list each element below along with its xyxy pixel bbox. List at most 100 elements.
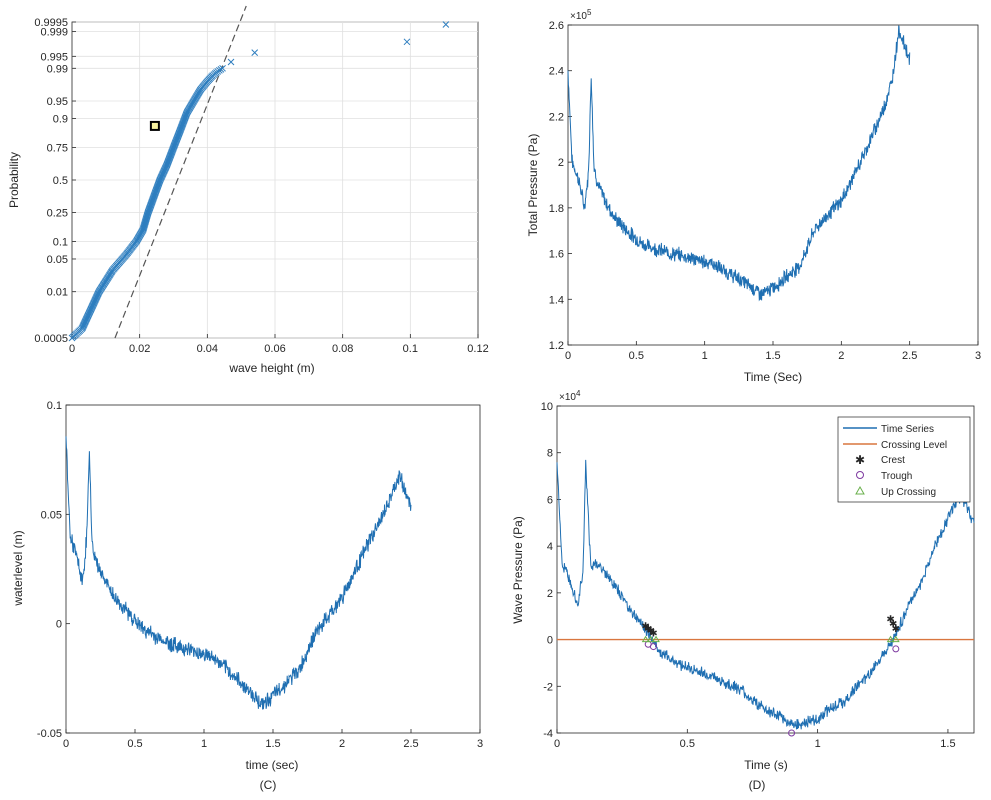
x-tick-label: 3	[975, 350, 981, 362]
legend-trough-marker	[856, 471, 864, 479]
panel-d-time-series-line	[556, 459, 975, 730]
panel-c-y-label: waterlevel (m)	[11, 530, 25, 606]
x-tick-label: 2	[838, 350, 844, 362]
panel-a-x-ticks: 0 0.02 0.04 0.06 0.08 0.1 0.12	[69, 334, 489, 355]
probability-marker	[442, 21, 450, 28]
y-tick-label: 0.99	[47, 63, 68, 75]
panel-b-y-ticks: 1.2 1.4 1.6 1.8 2 2.2 2.4 2.6	[549, 20, 572, 352]
panel-c-caption: (C)	[260, 778, 277, 792]
up-crossing-marker	[646, 635, 655, 643]
y-tick-label: 2.6	[549, 20, 564, 32]
x-tick-label: 3	[477, 738, 483, 750]
x-tick-label: 2	[339, 738, 345, 750]
y-tick-label: -0.05	[37, 728, 62, 740]
crest-marker: ✱	[889, 619, 897, 630]
panel-d-x-label: Time (s)	[744, 758, 788, 772]
y-tick-label: 2	[558, 157, 564, 169]
y-tick-label: 0.995	[40, 51, 68, 63]
trough-marker	[788, 729, 796, 737]
crest-marker: ✱	[647, 626, 655, 637]
x-tick-label: 0.5	[127, 738, 142, 750]
x-tick-label: 0.1	[403, 343, 418, 355]
panel-a-reference-line	[114, 5, 247, 339]
y-tick-label: 0.9995	[34, 17, 68, 29]
panel-a-probability-plot: 0.00050.010.050.10.250.50.750.90.950.990…	[7, 5, 489, 375]
legend-up-crossing-label: Up Crossing	[881, 487, 936, 498]
y-tick-label: 0.01	[47, 287, 68, 299]
panel-d-y-label: Wave Pressure (Pa)	[511, 516, 525, 624]
y-tick-label: 0.95	[47, 96, 68, 108]
panel-b-exponent: ×105	[570, 8, 592, 22]
y-tick-label: 1.8	[549, 203, 564, 215]
y-tick-label: 0.0005	[34, 333, 68, 345]
legend-crest-marker: ✱	[855, 453, 865, 467]
x-tick-label: 0	[63, 738, 69, 750]
x-tick-label: 1	[702, 350, 708, 362]
x-tick-label: 1.5	[265, 738, 280, 750]
x-tick-label: 0.02	[129, 343, 150, 355]
y-tick-label: 0.1	[47, 400, 62, 412]
crest-marker: ✱	[886, 615, 894, 626]
y-tick-label: 0.25	[47, 207, 68, 219]
y-tick-label: 2.2	[549, 111, 564, 123]
panel-a-markers	[68, 21, 450, 342]
legend-up-crossing-marker	[855, 485, 865, 495]
x-tick-label: 2.5	[403, 738, 418, 750]
legend-trough-label: Trough	[881, 471, 912, 482]
crest-marker: ✱	[644, 624, 652, 635]
panel-a-y-ticks: 0.00050.010.050.10.250.50.750.90.950.990…	[34, 17, 76, 345]
panel-d-legend: Time Series Crossing Level ✱ Crest Troug…	[837, 416, 971, 503]
y-tick-label: 0	[547, 635, 553, 647]
panel-b-series-line	[567, 25, 911, 302]
up-crossing-marker	[641, 635, 650, 643]
y-tick-label: 1.2	[549, 340, 564, 352]
panel-d-wave-pressure: -4 -2 0 2 4 6 8 10 0 0.5 1 1.5 ✱✱✱✱✱✱✱ ×104 Time (…	[511, 389, 975, 792]
crest-marker: ✱	[649, 629, 657, 640]
panel-c-plot-area	[65, 404, 481, 734]
panel-c-x-ticks: 0 0.5 1 1.5 2 2.5 3	[63, 729, 483, 750]
y-tick-label: -4	[543, 728, 553, 740]
x-tick-label: 0.04	[197, 343, 218, 355]
y-tick-label: 10	[541, 401, 553, 413]
x-tick-label: 1.5	[940, 738, 955, 750]
x-tick-label: 0.12	[467, 343, 488, 355]
panel-a-y-label: Probability	[7, 152, 21, 208]
y-tick-label: 0.05	[41, 509, 62, 521]
panel-d-exponent: ×104	[559, 389, 581, 403]
y-tick-label: 0.5	[53, 175, 68, 187]
y-tick-label: 2	[547, 588, 553, 600]
up-crossing-marker	[886, 635, 895, 643]
y-tick-label: 2.4	[549, 66, 564, 78]
legend-time-series-label: Time Series	[881, 424, 934, 435]
y-tick-label: 1.4	[549, 294, 564, 306]
y-tick-label: 1.6	[549, 249, 564, 261]
trough-marker	[892, 645, 900, 653]
panel-c-series-line	[65, 436, 412, 710]
trough-marker	[649, 643, 657, 651]
panel-d-x-ticks: 0 0.5 1 1.5	[554, 729, 956, 750]
x-tick-label: 0.08	[332, 343, 353, 355]
y-tick-label: 4	[547, 541, 553, 553]
panel-d-caption: (D)	[749, 778, 766, 792]
y-tick-label: -2	[543, 681, 553, 693]
crest-marker: ✱	[892, 624, 900, 635]
panel-b-x-label: Time (Sec)	[744, 370, 802, 384]
crest-marker: ✱	[641, 622, 649, 633]
probability-marker	[219, 64, 226, 72]
y-tick-label: 0	[56, 619, 62, 631]
x-tick-label: 0.5	[680, 738, 695, 750]
y-tick-label: 8	[547, 448, 553, 460]
y-tick-label: 0.1	[53, 237, 68, 249]
panel-d-event-markers: ✱✱✱✱✱✱✱	[641, 615, 900, 737]
panel-b-plot-area	[567, 24, 979, 346]
x-tick-label: 1	[815, 738, 821, 750]
panel-a-x-label: wave height (m)	[228, 361, 314, 375]
x-tick-label: 0.06	[264, 343, 285, 355]
x-tick-label: 0.5	[629, 350, 644, 362]
up-crossing-marker	[891, 635, 900, 643]
panel-c-x-label: time (sec)	[246, 758, 299, 772]
y-tick-label: 0.05	[47, 254, 68, 266]
x-tick-label: 1	[201, 738, 207, 750]
